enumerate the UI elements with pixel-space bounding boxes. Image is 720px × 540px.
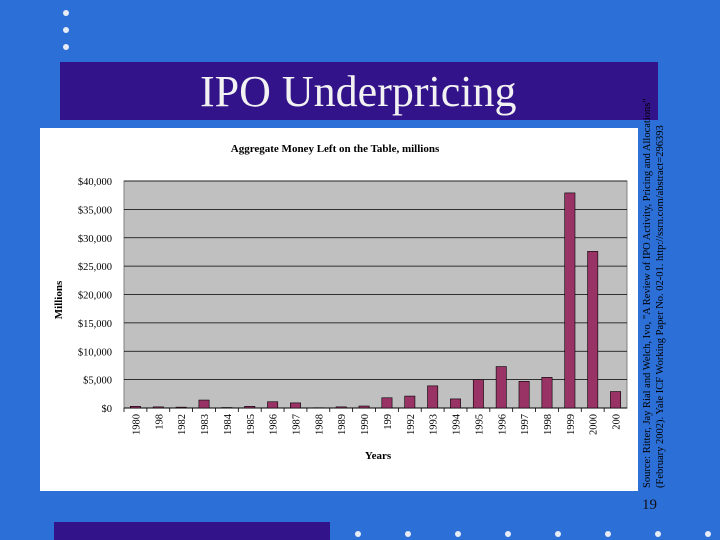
bar <box>450 398 461 409</box>
x-tick-label: 2000 <box>589 414 600 435</box>
y-tick-label: $25,000 <box>78 262 112 273</box>
y-tick-label: $15,000 <box>78 319 112 330</box>
x-tick-label: 1984 <box>223 413 234 435</box>
bar <box>587 251 599 409</box>
bar <box>152 406 164 409</box>
bar <box>267 401 279 409</box>
decor-dot <box>605 531 611 537</box>
x-tick-label: 1999 <box>566 414 577 435</box>
decor-dot <box>355 531 361 537</box>
x-tick-label: 1983 <box>200 414 211 435</box>
bar <box>564 192 576 409</box>
bar <box>358 405 370 409</box>
bar <box>472 379 484 409</box>
x-axis-label: Years <box>365 450 392 462</box>
decor-dot <box>655 531 661 537</box>
bar <box>518 381 530 409</box>
x-tick-label: 1992 <box>406 414 417 435</box>
x-tick-label: 200 <box>612 414 623 430</box>
x-tick-label: 199 <box>383 414 394 430</box>
decor-dot <box>63 44 69 50</box>
decor-dot <box>63 10 69 16</box>
y-tick-label: $40,000 <box>78 177 112 188</box>
y-tick-label: $35,000 <box>78 205 112 216</box>
plot-area: $0 $5,000 $10,000 $15,000 $20,000 $25,000 $30,… <box>78 177 628 435</box>
bar <box>290 402 301 409</box>
y-tick-label: $30,000 <box>78 234 112 245</box>
decor-dot <box>705 531 711 537</box>
bar-chart: Aggregate Money Left on the Table, milli… <box>53 143 628 462</box>
x-tick-label: 1994 <box>452 413 463 435</box>
bar <box>198 399 210 409</box>
bottom-band <box>54 522 330 540</box>
bar <box>381 397 393 409</box>
bar <box>335 406 347 409</box>
y-tick-label: $20,000 <box>78 291 112 302</box>
x-tick-label: 1988 <box>314 414 325 435</box>
bar <box>495 366 507 409</box>
decor-dot <box>505 531 511 537</box>
bar <box>541 377 553 409</box>
x-tick-label: 1995 <box>474 414 485 435</box>
slide-title: IPO Underpricing <box>200 67 517 116</box>
decor-dot <box>555 531 561 537</box>
x-tick-label: 1980 <box>131 414 142 435</box>
x-tick-label: 1989 <box>337 414 348 435</box>
bar <box>244 405 256 409</box>
bar <box>129 405 141 409</box>
x-tick-label: 1998 <box>543 414 554 435</box>
x-tick-label: 198 <box>154 414 165 430</box>
x-tick-label: 1985 <box>246 414 257 435</box>
x-tick-label: 1982 <box>177 414 188 435</box>
y-tick-label: $10,000 <box>78 347 112 358</box>
title-band <box>60 62 658 120</box>
chart-title: Aggregate Money Left on the Table, milli… <box>231 143 440 155</box>
bar <box>427 385 439 409</box>
x-tick-label: 1993 <box>429 414 440 435</box>
decor-dot <box>63 27 69 33</box>
x-tick-label: 1996 <box>497 414 508 435</box>
decor-dot <box>405 531 411 537</box>
source-note: Source: Ritter, Jay Rial and Welch, Ivo,… <box>642 98 666 488</box>
x-tick-label: 1986 <box>269 414 280 435</box>
y-tick-label: $0 <box>102 404 113 415</box>
x-tick-label: 1990 <box>360 414 371 435</box>
page-number: 19 <box>642 497 657 513</box>
bar <box>175 406 187 409</box>
y-axis-label: Millions <box>53 280 65 319</box>
bar <box>404 395 416 409</box>
x-tick-label: 1997 <box>520 414 531 435</box>
bar <box>610 391 622 409</box>
y-tick-label: $5,000 <box>83 376 112 387</box>
decor-dot <box>455 531 461 537</box>
x-tick-label: 1987 <box>291 414 302 435</box>
